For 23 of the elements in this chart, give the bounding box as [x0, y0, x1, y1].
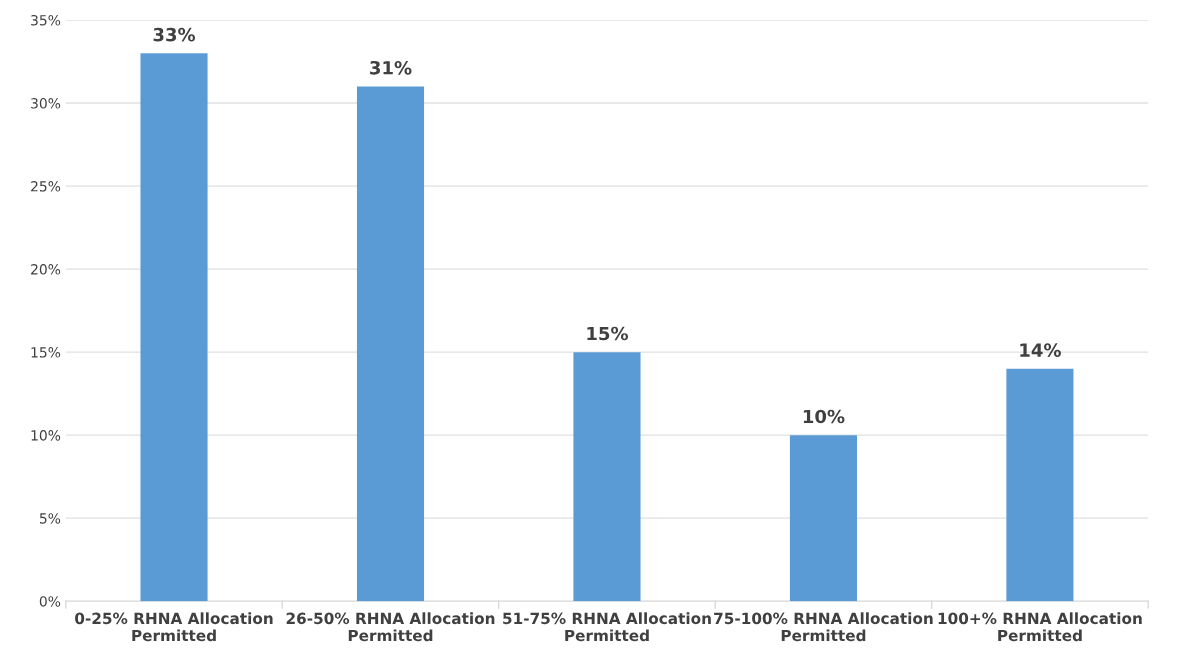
data-label: 14%: [1020, 343, 1061, 357]
y-tick-label: 20%: [31, 264, 61, 275]
bar: [140, 53, 208, 602]
bar: [1006, 368, 1074, 602]
y-tick-label: 30%: [31, 98, 61, 109]
y-tick-label: 0%: [39, 596, 61, 607]
y-tick-label: 5%: [39, 513, 61, 524]
data-label: 15%: [587, 326, 628, 341]
x-tick-label: 0-25% RHNA Allocation Permitted: [75, 612, 273, 642]
y-tick-label: 25%: [31, 181, 61, 192]
data-label: 33%: [153, 27, 196, 42]
x-tick-label: 75-100% RHNA Allocation Permitted: [714, 612, 933, 642]
y-tick-label: 15%: [31, 347, 61, 358]
bar: [789, 435, 857, 602]
x-tick-label: 26-50% RHNA Allocation Permitted: [286, 612, 495, 642]
bar: [356, 86, 425, 602]
x-tick-label: 100+% RHNA Allocation Permitted: [938, 612, 1142, 642]
bar: [573, 352, 641, 602]
y-tick-label: 10%: [31, 430, 61, 441]
y-tick-label: 35%: [31, 15, 61, 26]
x-tick-label: 51-75% RHNA Allocation Permitted: [503, 612, 711, 642]
data-label: 31%: [370, 60, 412, 75]
data-label: 10%: [803, 409, 845, 424]
